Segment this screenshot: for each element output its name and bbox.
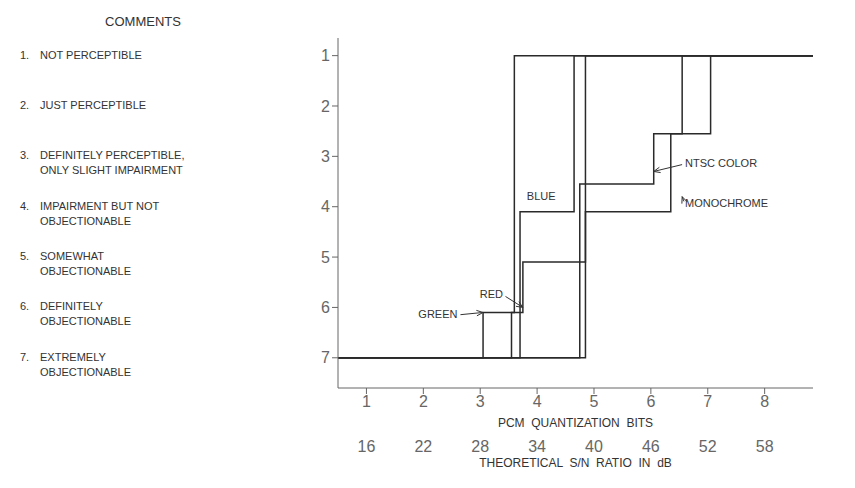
svg-text:2.: 2.	[20, 99, 29, 111]
svg-text:PCM QUANTIZATION BITS: PCM QUANTIZATION BITS	[498, 416, 653, 430]
svg-text:NTSC COLOR: NTSC COLOR	[685, 157, 757, 169]
svg-text:DEFINITELY PERCEPTIBLE,: DEFINITELY PERCEPTIBLE,	[40, 149, 184, 161]
svg-text:BLUE: BLUE	[527, 190, 556, 202]
svg-text:8: 8	[760, 393, 769, 410]
svg-text:5: 5	[321, 249, 330, 266]
svg-text:3: 3	[476, 393, 485, 410]
svg-text:NOT PERCEPTIBLE: NOT PERCEPTIBLE	[40, 49, 142, 61]
svg-text:1: 1	[362, 393, 371, 410]
svg-text:6: 6	[321, 299, 330, 316]
svg-text:16: 16	[358, 438, 376, 455]
svg-text:5: 5	[590, 393, 599, 410]
svg-text:JUST PERCEPTIBLE: JUST PERCEPTIBLE	[40, 99, 146, 111]
svg-text:2: 2	[321, 98, 330, 115]
svg-text:34: 34	[528, 438, 546, 455]
svg-text:IMPAIRMENT BUT NOT: IMPAIRMENT BUT NOT	[40, 200, 159, 212]
svg-text:7: 7	[703, 393, 712, 410]
svg-text:46: 46	[642, 438, 660, 455]
svg-text:22: 22	[414, 438, 432, 455]
svg-text:7.: 7.	[20, 351, 29, 363]
svg-text:3.: 3.	[20, 149, 29, 161]
svg-text:4: 4	[321, 198, 330, 215]
svg-text:2: 2	[419, 393, 428, 410]
svg-text:1.: 1.	[20, 49, 29, 61]
svg-text:EXTREMELY: EXTREMELY	[40, 351, 106, 363]
svg-text:OBJECTIONABLE: OBJECTIONABLE	[40, 265, 131, 277]
svg-text:5.: 5.	[20, 250, 29, 262]
svg-text:DEFINITELY: DEFINITELY	[40, 300, 103, 312]
svg-text:OBJECTIONABLE: OBJECTIONABLE	[40, 215, 131, 227]
svg-text:52: 52	[699, 438, 717, 455]
svg-text:4: 4	[533, 393, 542, 410]
svg-text:OBJECTIONABLE: OBJECTIONABLE	[40, 366, 131, 378]
svg-text:RED: RED	[480, 288, 503, 300]
svg-text:SOMEWHAT: SOMEWHAT	[40, 250, 104, 262]
svg-text:28: 28	[471, 438, 489, 455]
svg-text:OBJECTIONABLE: OBJECTIONABLE	[40, 315, 131, 327]
svg-text:4.: 4.	[20, 200, 29, 212]
html-text:COMMENTS: COMMENTS	[105, 14, 181, 29]
svg-text:3: 3	[321, 148, 330, 165]
svg-text:7: 7	[321, 349, 330, 366]
svg-text:ONLY SLIGHT IMPAIRMENT: ONLY SLIGHT IMPAIRMENT	[40, 164, 183, 176]
svg-text:58: 58	[756, 438, 774, 455]
svg-text:6.: 6.	[20, 300, 29, 312]
svg-text:6: 6	[646, 393, 655, 410]
svg-text:40: 40	[585, 438, 603, 455]
svg-text:GREEN: GREEN	[418, 308, 457, 320]
svg-text:THEORETICAL S/N RATIO IN d: THEORETICAL S/N RATIO IN dB	[479, 456, 672, 470]
svg-text:MONOCHROME: MONOCHROME	[685, 197, 768, 209]
svg-text:1: 1	[321, 47, 330, 64]
